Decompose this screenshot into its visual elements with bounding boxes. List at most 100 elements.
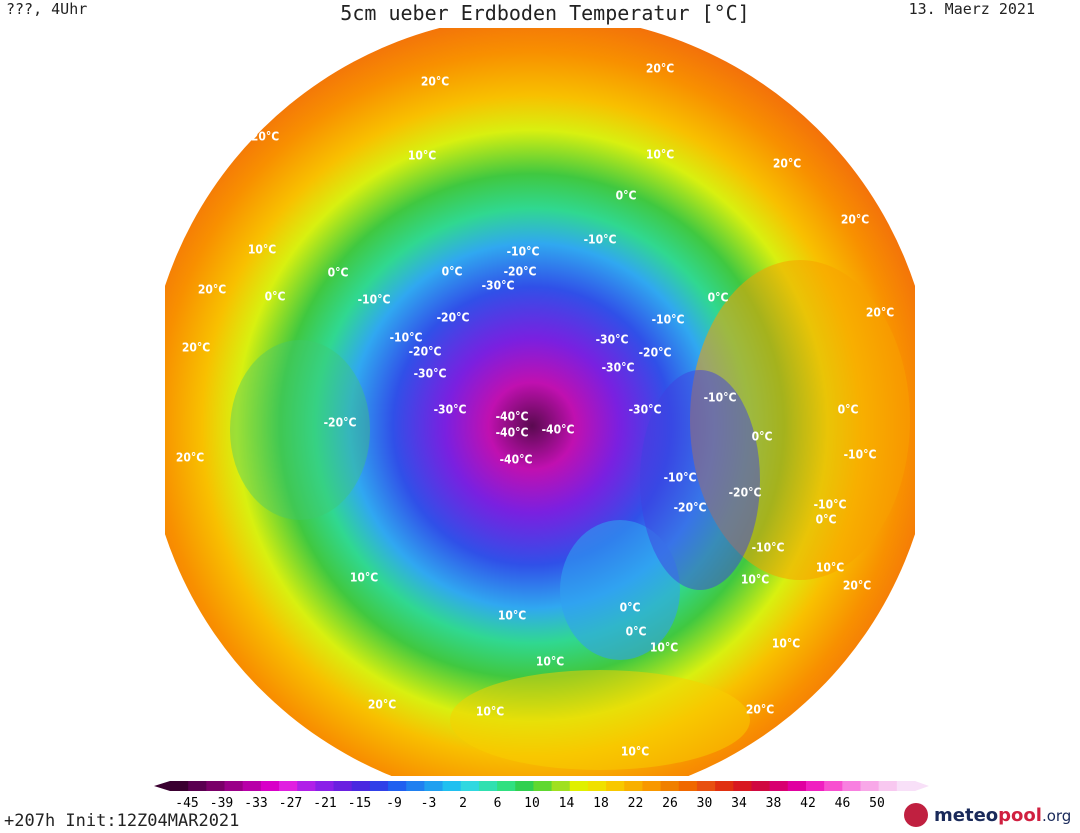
contour-label: 20°C	[421, 75, 449, 89]
contour-label: 20°C	[182, 341, 210, 355]
contour-label: -10°C	[752, 541, 785, 555]
contour-label: 10°C	[646, 148, 674, 162]
contour-label: -10°C	[844, 448, 877, 462]
colorbar-swatch	[769, 781, 789, 791]
colorbar-tick: 14	[559, 796, 575, 811]
colorbar-swatch	[424, 781, 444, 791]
colorbar-tick: -27	[279, 796, 302, 811]
contour-label: -20°C	[504, 265, 537, 279]
contour-label: 0°C	[620, 601, 641, 615]
contour-label: -10°C	[814, 498, 847, 512]
contour-label: 10°C	[248, 243, 276, 257]
contour-label: -10°C	[652, 313, 685, 327]
colorbar-swatch	[224, 781, 244, 791]
colorbar-tick: 6	[494, 796, 502, 811]
colorbar-swatch	[660, 781, 680, 791]
colorbar-swatch	[824, 781, 843, 791]
colorbar-swatch	[388, 781, 407, 791]
logo: meteopool.org	[934, 805, 1071, 826]
contour-label: -10°C	[584, 233, 617, 247]
colorbar-swatch	[878, 781, 898, 791]
contour-label: -20°C	[729, 486, 762, 500]
contour-label: 10°C	[536, 655, 564, 669]
contour-label: 10°C	[408, 149, 436, 163]
colorbar-tick: -39	[210, 796, 233, 811]
logo-part: pool	[998, 805, 1042, 826]
colorbar-swatch	[896, 781, 916, 791]
contour-label: 10°C	[498, 609, 526, 623]
contour-label: 20°C	[368, 698, 396, 712]
colorbar-tick: 38	[766, 796, 782, 811]
colorbar-swatch	[569, 781, 589, 791]
contour-label: 0°C	[442, 265, 463, 279]
contour-label: 0°C	[616, 189, 637, 203]
contour-label: -10°C	[507, 245, 540, 259]
contour-label: 20°C	[251, 130, 279, 144]
contour-label: -40°C	[542, 423, 575, 437]
contour-label: -10°C	[704, 391, 737, 405]
title: 5cm ueber Erdboden Temperatur [°C]	[340, 1, 749, 25]
colorbar-swatch	[587, 781, 607, 791]
colorbar-tick: 22	[628, 796, 644, 811]
colorbar-end	[915, 781, 929, 791]
logo-part: meteo	[934, 805, 998, 826]
contour-label: -20°C	[437, 311, 470, 325]
colorbar-tick: -21	[313, 796, 336, 811]
contour-label: -40°C	[500, 453, 533, 467]
contour-label: 0°C	[626, 625, 647, 639]
contour-label: 20°C	[773, 157, 801, 171]
map	[165, 28, 915, 776]
colorbar-swatch	[333, 781, 353, 791]
colorbar-swatch	[733, 781, 752, 791]
colorbar-swatch	[497, 781, 516, 791]
contour-label: 20°C	[176, 451, 204, 465]
header-date: 13. Maerz 2021	[909, 0, 1035, 18]
contour-label: 20°C	[198, 283, 226, 297]
contour-label: -30°C	[629, 403, 662, 417]
colorbar-swatch	[751, 781, 771, 791]
colorbar-swatch	[515, 781, 534, 791]
contour-label: -20°C	[409, 345, 442, 359]
colorbar-tick: 42	[800, 796, 816, 811]
colorbar-tick: 34	[731, 796, 747, 811]
logo-part: .org	[1042, 807, 1071, 825]
colorbar-swatch	[406, 781, 425, 791]
contour-label: -40°C	[496, 426, 529, 440]
colorbar-tick: 2	[459, 796, 467, 811]
colorbar-tick: 30	[697, 796, 713, 811]
contour-label: 10°C	[350, 571, 378, 585]
contour-label: -20°C	[324, 416, 357, 430]
colorbar-swatch	[315, 781, 335, 791]
contour-label: 20°C	[746, 703, 774, 717]
colorbar-swatch	[678, 781, 698, 791]
colorbar-swatch	[260, 781, 280, 791]
colorbar-tick: 26	[662, 796, 678, 811]
contour-label: 0°C	[708, 291, 729, 305]
contour-label: -10°C	[390, 331, 423, 345]
colorbar-swatch	[188, 781, 207, 791]
contour-label: 0°C	[265, 290, 286, 304]
colorbar-swatch	[442, 781, 462, 791]
colorbar-swatch	[206, 781, 226, 791]
colorbar-swatch	[715, 781, 734, 791]
colorbar-swatch	[606, 781, 625, 791]
contour-label: -30°C	[596, 333, 629, 347]
colorbar-swatch	[279, 781, 298, 791]
contour-label: 20°C	[866, 306, 894, 320]
colorbar-tick: 10	[524, 796, 540, 811]
colorbar-tick: -9	[386, 796, 402, 811]
contour-label: -20°C	[639, 346, 672, 360]
header-left: ???, 4Uhr	[6, 0, 87, 18]
contour-label: 10°C	[772, 637, 800, 651]
colorbar-tick: -45	[175, 796, 198, 811]
contour-label: -30°C	[602, 361, 635, 375]
colorbar-swatch	[460, 781, 480, 791]
contour-label: 10°C	[816, 561, 844, 575]
contour-label: 0°C	[816, 513, 837, 527]
colorbar-swatch	[624, 781, 643, 791]
colorbar-swatch	[533, 781, 553, 791]
contour-label: -20°C	[674, 501, 707, 515]
contour-label: 0°C	[838, 403, 859, 417]
run-info: +207h Init:12Z04MAR2021	[4, 811, 239, 831]
